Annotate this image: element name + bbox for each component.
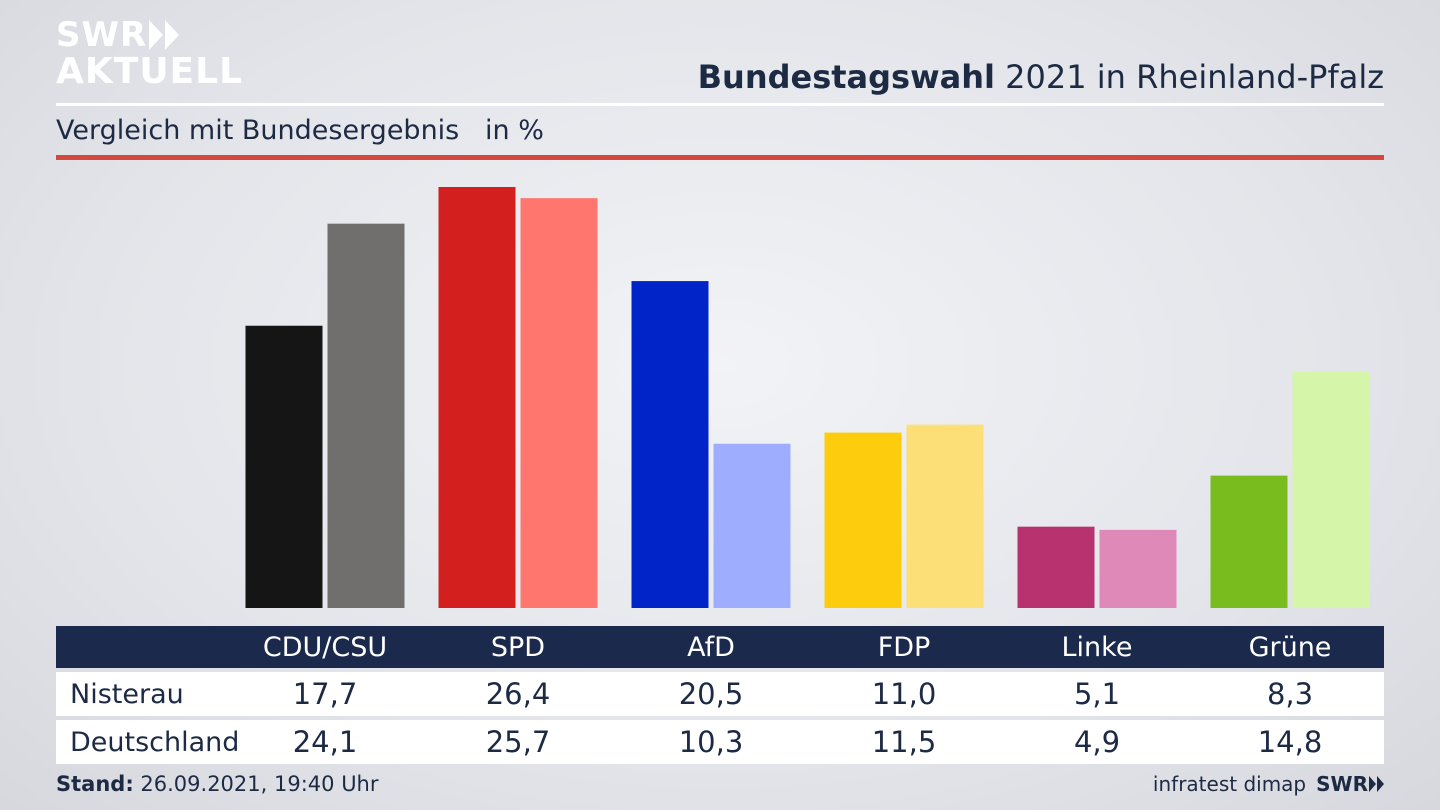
results-table: CDU/CSU SPD AfD FDP Linke Grüne Nisterau 17,7…	[56, 626, 1384, 764]
value-cell: 11,5	[871, 725, 937, 759]
bar-linke-deutschland	[1099, 529, 1177, 608]
table-header-row: CDU/CSU SPD AfD FDP Linke Grüne	[56, 626, 1384, 668]
logo-line-2: AKTUELL	[56, 51, 244, 92]
value-cell: 26,4	[485, 677, 551, 711]
brand-text: SWR	[1316, 772, 1368, 796]
value-cell: 8,3	[1266, 677, 1314, 711]
category-label: CDU/CSU	[262, 631, 388, 663]
category-label: Grüne	[1248, 631, 1332, 663]
swr-aktuell-logo: SWR AKTUELL	[56, 18, 243, 90]
bar-afd-deutschland	[713, 443, 791, 608]
logo-line-1: SWR	[56, 15, 148, 55]
value-cell: 17,7	[292, 677, 358, 711]
stand-label: Stand:	[56, 772, 134, 796]
page-title: Bundestagswahl 2021 in Rheinland-Pfalz	[698, 58, 1384, 96]
bar-grüne-deutschland	[1292, 371, 1370, 608]
value-cell: 25,7	[485, 725, 551, 759]
row-label: Nisterau	[70, 678, 184, 710]
category-label: AfD	[687, 631, 735, 663]
logo-chevron-icon	[165, 20, 180, 50]
source-text: infratest dimap	[1152, 772, 1307, 796]
brand-chevron-icon	[1377, 776, 1384, 792]
table-row-nisterau: Nisterau 17,7 26,4 20,5 11,0 5,1 8,3	[56, 672, 1384, 716]
row-label: Deutschland	[70, 726, 240, 758]
logo-chevron-icon	[149, 20, 164, 50]
value-cell: 20,5	[678, 677, 744, 711]
value-cell: 14,8	[1257, 725, 1323, 759]
bar-cdu-csu-deutschland	[327, 223, 405, 608]
value-cell: 10,3	[678, 725, 744, 759]
stand-value: 26.09.2021, 19:40 Uhr	[140, 772, 379, 796]
bar-spd-deutschland	[520, 198, 598, 608]
bar-spd-nisterau	[438, 187, 516, 608]
value-cell: 4,9	[1073, 725, 1121, 759]
bar-fdp-deutschland	[906, 424, 984, 608]
bar-grüne-nisterau	[1210, 475, 1288, 608]
bar-linke-nisterau	[1017, 526, 1095, 608]
value-cell: 5,1	[1073, 677, 1121, 711]
timestamp: Stand: 26.09.2021, 19:40 Uhr	[56, 772, 379, 796]
category-label: Linke	[1061, 631, 1133, 663]
brand-chevron-icon	[1369, 776, 1376, 792]
bar-fdp-nisterau	[824, 432, 902, 608]
bar-afd-nisterau	[631, 281, 709, 608]
source-credit: infratest dimap SWR	[1153, 772, 1384, 796]
title-bold: Bundestagswahl	[697, 58, 995, 96]
title-rest: 2021 in Rheinland-Pfalz	[1005, 58, 1384, 96]
category-label: SPD	[490, 631, 546, 663]
table-row-deutschland: Deutschland 24,1 25,7 10,3 11,5 4,9 14,8	[56, 720, 1384, 764]
value-cell: 11,0	[871, 677, 937, 711]
category-label: FDP	[877, 631, 931, 663]
subtitle-divider	[56, 155, 1384, 160]
bar-cdu-csu-nisterau	[245, 325, 323, 608]
swr-brand-logo: SWR	[1316, 772, 1384, 796]
value-cell: 24,1	[292, 725, 358, 759]
title-divider	[56, 103, 1384, 106]
chart-subtitle: Vergleich mit Bundesergebnis in %	[56, 115, 544, 146]
